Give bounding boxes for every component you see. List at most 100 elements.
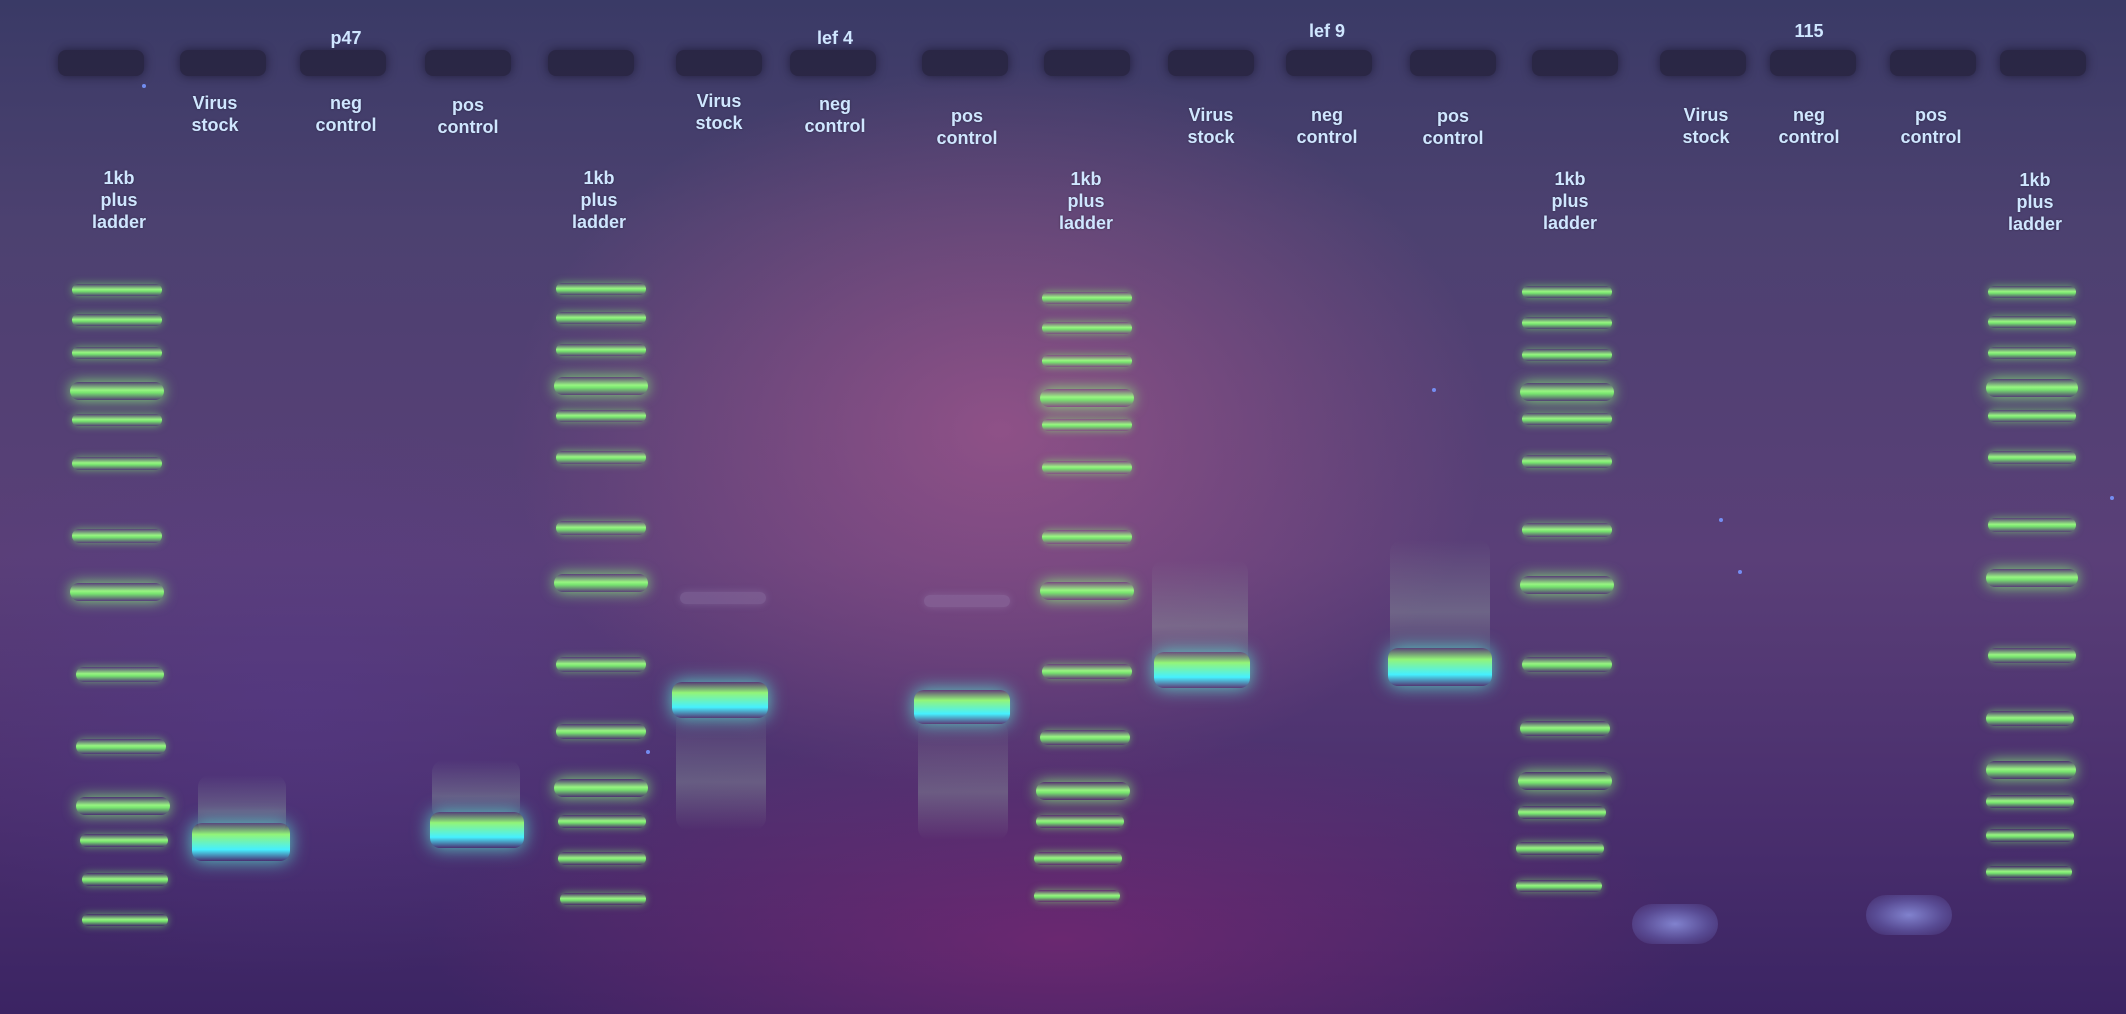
ladder-band <box>76 797 170 815</box>
well <box>1660 50 1746 76</box>
ladder-band <box>1988 286 2076 298</box>
ladder-band <box>556 724 646 739</box>
pos-control-label: pos control <box>437 95 499 137</box>
well <box>922 50 1008 76</box>
ladder-band <box>1986 866 2072 878</box>
ladder-band <box>1516 842 1604 855</box>
virus-stock-label: Virus stock <box>1682 105 1730 147</box>
ladder-band <box>1042 355 1132 367</box>
speck <box>1738 570 1742 574</box>
ladder-band <box>556 657 646 672</box>
ladder-label: 1kb plus ladder <box>91 168 147 232</box>
ladder-band <box>1520 576 1614 594</box>
ladder-band <box>1988 451 2076 464</box>
well <box>425 50 511 76</box>
well <box>790 50 876 76</box>
ladder-band <box>1036 782 1130 800</box>
ladder-band <box>72 284 162 296</box>
ladder-band <box>1986 379 2078 397</box>
neg-control-label: neg control <box>1778 105 1840 147</box>
low-band <box>1866 895 1952 935</box>
ladder-band <box>556 312 646 324</box>
ladder-band <box>1518 772 1612 790</box>
ladder-band <box>80 834 168 847</box>
ladder-band <box>82 873 168 886</box>
ladder-band <box>556 410 646 422</box>
ladder-band <box>556 521 646 535</box>
virus-stock-label: Virus stock <box>191 93 239 135</box>
neg-control-label: neg control <box>315 93 377 135</box>
ladder-band <box>72 414 162 426</box>
sample-smear <box>1152 560 1248 670</box>
speck <box>1719 518 1723 522</box>
ladder-band <box>1988 648 2076 663</box>
well <box>1044 50 1130 76</box>
ladder-band <box>72 529 162 543</box>
ladder-band <box>1042 461 1132 474</box>
faint-band <box>680 592 766 604</box>
ladder-band <box>76 667 164 682</box>
product-band <box>1154 652 1250 688</box>
well <box>1770 50 1856 76</box>
ladder-label: 1kb plus ladder <box>1058 169 1114 233</box>
ladder-label: 1kb plus ladder <box>1542 169 1598 233</box>
speck <box>1432 388 1436 392</box>
ladder-band <box>1986 711 2074 726</box>
well <box>58 50 144 76</box>
ladder-label: 1kb plus ladder <box>2007 170 2063 234</box>
ladder-band <box>1988 518 2076 532</box>
pos-control-label: pos control <box>936 106 998 148</box>
ladder-band <box>70 583 164 601</box>
ladder-band <box>1988 347 2076 359</box>
ladder-band <box>554 779 648 797</box>
sample-smear <box>432 760 520 820</box>
ladder-band <box>1040 730 1130 745</box>
ladder-band <box>1522 286 1612 298</box>
ladder-band <box>72 347 162 359</box>
ladder-band <box>556 283 646 295</box>
ladder-band <box>70 382 164 400</box>
ladder-band <box>1522 455 1612 468</box>
ladder-band <box>1040 389 1134 407</box>
ladder-band <box>1034 852 1122 865</box>
product-band <box>914 690 1010 724</box>
ladder-band <box>1518 806 1606 819</box>
ladder-band <box>1042 530 1132 544</box>
ladder-band <box>558 815 646 828</box>
ladder-band <box>1522 657 1612 672</box>
ladder-band <box>1034 890 1120 902</box>
ladder-band <box>72 457 162 470</box>
ladder-band <box>1988 316 2076 328</box>
ladder-band <box>1986 761 2076 779</box>
pos-control-label: pos control <box>1422 106 1484 148</box>
ladder-band <box>1036 815 1124 828</box>
product-band <box>192 823 290 861</box>
ladder-band <box>1042 419 1132 431</box>
neg-control-label: neg control <box>1296 105 1358 147</box>
group-title-115: 115 <box>1794 21 1824 41</box>
well <box>1890 50 1976 76</box>
sample-smear <box>1390 540 1490 660</box>
group-title-lef4: lef 4 <box>816 28 854 48</box>
virus-stock-label: Virus stock <box>1187 105 1235 147</box>
product-band <box>430 812 524 848</box>
ladder-band <box>1520 721 1610 736</box>
sample-smear <box>918 720 1008 840</box>
well <box>1286 50 1372 76</box>
ladder-band <box>1522 317 1612 329</box>
well <box>676 50 762 76</box>
ladder-band <box>1986 829 2074 842</box>
ladder-band <box>1040 582 1134 600</box>
low-band <box>1632 904 1718 944</box>
ladder-band <box>76 739 166 754</box>
ladder-band <box>1988 410 2076 422</box>
well <box>1532 50 1618 76</box>
well <box>180 50 266 76</box>
sample-smear <box>676 710 766 830</box>
ladder-band <box>1522 413 1612 425</box>
ladder-band <box>1042 664 1132 679</box>
ladder-band <box>556 451 646 464</box>
ladder-band <box>560 893 646 905</box>
ladder-band <box>1522 523 1612 537</box>
